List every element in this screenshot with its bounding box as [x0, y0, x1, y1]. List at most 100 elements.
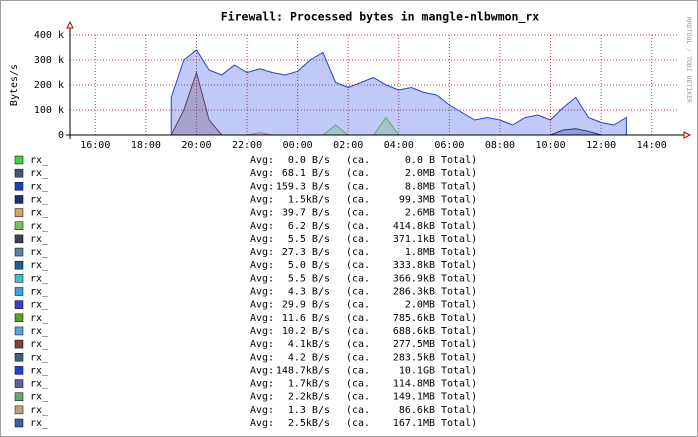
legend-name: rx_ [30, 365, 49, 376]
legend-total-label: Total) [441, 194, 477, 205]
legend-total: 286.3kB [393, 287, 435, 298]
legend-name: rx_ [30, 208, 49, 219]
legend: rx_ Avg: 0.0 B/s (ca. 0.0 B Total) rx_ Avg: 68.1… [14, 155, 477, 429]
legend-name: rx_ [30, 247, 49, 258]
legend-name: rx_ [30, 168, 49, 179]
legend-name: rx_ [30, 155, 49, 166]
y-axis-label: Bytes/s [9, 64, 20, 106]
x-tick-label: 22:00 [232, 140, 262, 151]
legend-ca: (ca. [346, 221, 370, 232]
legend-avg-label: Avg: [250, 365, 274, 376]
x-tick-label: 14:00 [637, 140, 667, 151]
legend-avg: 0.0 B/s [288, 155, 330, 166]
x-tick-label: 02:00 [333, 140, 363, 151]
legend-total: 8.8MB [405, 181, 435, 192]
x-tick-label: 00:00 [283, 140, 313, 151]
legend-total-label: Total) [441, 247, 477, 258]
legend-total-label: Total) [441, 300, 477, 311]
legend-ca: (ca. [346, 168, 370, 179]
legend-total: 688.6kB [393, 326, 435, 337]
legend-name: rx_ [30, 194, 49, 205]
legend-avg-label: Avg: [250, 339, 274, 350]
legend-ca: (ca. [346, 181, 370, 192]
legend-name: rx_ [30, 300, 49, 311]
legend-avg: 27.3 B/s [282, 247, 330, 258]
legend-name: rx_ [30, 234, 49, 245]
legend-total-label: Total) [441, 418, 477, 429]
legend-total-label: Total) [441, 352, 477, 363]
legend-name: rx_ [30, 339, 49, 350]
chart-title: Firewall: Processed bytes in mangle-nlbw… [221, 10, 540, 25]
legend-avg-label: Avg: [250, 313, 274, 324]
legend-avg-label: Avg: [250, 221, 274, 232]
legend-name: rx_ [30, 273, 49, 284]
legend-total: 277.5MB [393, 339, 435, 350]
legend-total: 283.5kB [393, 352, 435, 363]
legend-total: 366.9kB [393, 273, 435, 284]
legend-avg: 5.5 B/s [288, 234, 330, 245]
y-tick-label: 0 [58, 130, 64, 141]
legend-swatch [14, 418, 24, 428]
legend-swatch [14, 260, 24, 270]
x-tick-label: 06:00 [434, 140, 464, 151]
legend-avg-label: Avg: [250, 418, 274, 429]
legend-name: rx_ [30, 392, 49, 403]
legend-avg: 4.1kB/s [288, 339, 330, 350]
x-tick-label: 12:00 [586, 140, 616, 151]
x-tick-label: 16:00 [80, 140, 110, 151]
legend-ca: (ca. [346, 260, 370, 271]
legend-swatch [14, 326, 24, 336]
legend-name: rx_ [30, 326, 49, 337]
legend-ca: (ca. [346, 365, 370, 376]
legend-swatch [14, 287, 24, 296]
legend-total-label: Total) [441, 208, 477, 219]
legend-swatch [14, 300, 24, 309]
legend-swatch [14, 339, 24, 349]
legend-avg: 10.2 B/s [282, 326, 330, 337]
y-arrow [66, 20, 74, 29]
legend-total-label: Total) [441, 221, 477, 232]
series-area [170, 49, 627, 136]
y-tick-label: 400 k [34, 30, 64, 41]
y-tick-label: 100 k [34, 105, 64, 116]
legend-avg: 68.1 B/s [282, 168, 330, 179]
x-tick-label: 18:00 [131, 140, 161, 151]
legend-ca: (ca. [346, 155, 370, 166]
legend-swatch [14, 313, 24, 323]
legend-swatch [14, 405, 24, 415]
legend-avg-label: Avg: [250, 260, 274, 271]
legend-avg: 4.2 B/s [288, 352, 330, 363]
legend-total-label: Total) [441, 155, 477, 166]
legend-avg: 1.5kB/s [288, 194, 330, 205]
legend-total-label: Total) [441, 168, 477, 179]
legend-total-label: Total) [441, 365, 477, 376]
legend-ca: (ca. [346, 234, 370, 245]
legend-ca: (ca. [346, 418, 370, 429]
legend-total-label: Total) [441, 181, 477, 192]
legend-name: rx_ [30, 221, 49, 232]
legend-avg-label: Avg: [250, 208, 274, 219]
legend-total-label: Total) [441, 339, 477, 350]
legend-total: 114.8MB [393, 379, 435, 390]
legend-ca: (ca. [346, 300, 370, 311]
legend-total: 167.1MB [393, 418, 435, 429]
legend-total-label: Total) [441, 405, 477, 416]
axes [66, 20, 692, 139]
legend-ca: (ca. [346, 208, 370, 219]
legend-swatch [14, 366, 24, 375]
legend-avg-label: Avg: [250, 405, 274, 416]
legend-total: 86.6kB [399, 405, 435, 416]
legend-avg: 148.7kB/s [276, 365, 330, 376]
legend-avg-label: Avg: [250, 352, 274, 363]
legend-name: rx_ [30, 418, 49, 429]
watermark: RRDTOOL / TOBI OETIKER [685, 17, 693, 103]
legend-total: 10.1GB [399, 365, 435, 376]
legend-avg-label: Avg: [250, 194, 274, 205]
legend-ca: (ca. [346, 352, 370, 363]
legend-swatch [14, 274, 24, 283]
legend-swatch [14, 221, 24, 230]
legend-name: rx_ [30, 181, 49, 192]
legend-swatch [14, 234, 24, 244]
legend-avg-label: Avg: [250, 234, 274, 245]
